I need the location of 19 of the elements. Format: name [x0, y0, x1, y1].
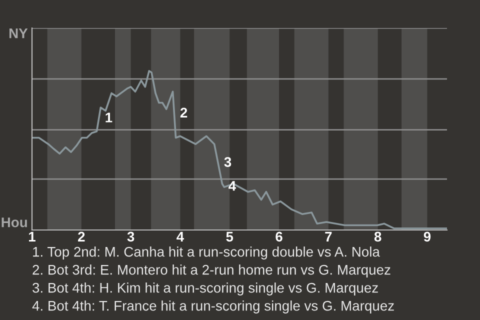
annotation: 2	[180, 108, 188, 118]
annotation: 4	[228, 181, 236, 191]
x-tick-label: 6	[276, 232, 282, 242]
x-tick-label: 5	[226, 232, 234, 242]
x-tick-label: 7	[325, 232, 332, 242]
x-tick-label: 4	[176, 232, 184, 242]
x-tick-label: 9	[424, 232, 431, 242]
x-tick-label: 2	[78, 232, 85, 242]
annotation: 1	[106, 112, 112, 122]
text: 1. Top 2nd: M. Canha hit a run-scoring double vs A. Nola	[33, 246, 380, 260]
text: 3. Bot 4th: H. Kim hit a run-scoring single vs G. Marquez	[32, 282, 378, 296]
text: NY	[9, 28, 28, 38]
annotation: 3	[224, 157, 232, 167]
text: 4. Bot 4th: T. France hit a run-scoring single vs G. Marquez	[32, 300, 394, 314]
x-tick-label: 1	[29, 232, 36, 242]
text: 2. Bot 3rd: E. Montero hit a 2-run home run vs G. Marquez	[32, 264, 390, 278]
x-tick-label: 3	[127, 232, 134, 242]
x-tick-label: 8	[374, 232, 382, 242]
text: Hou	[2, 218, 27, 228]
